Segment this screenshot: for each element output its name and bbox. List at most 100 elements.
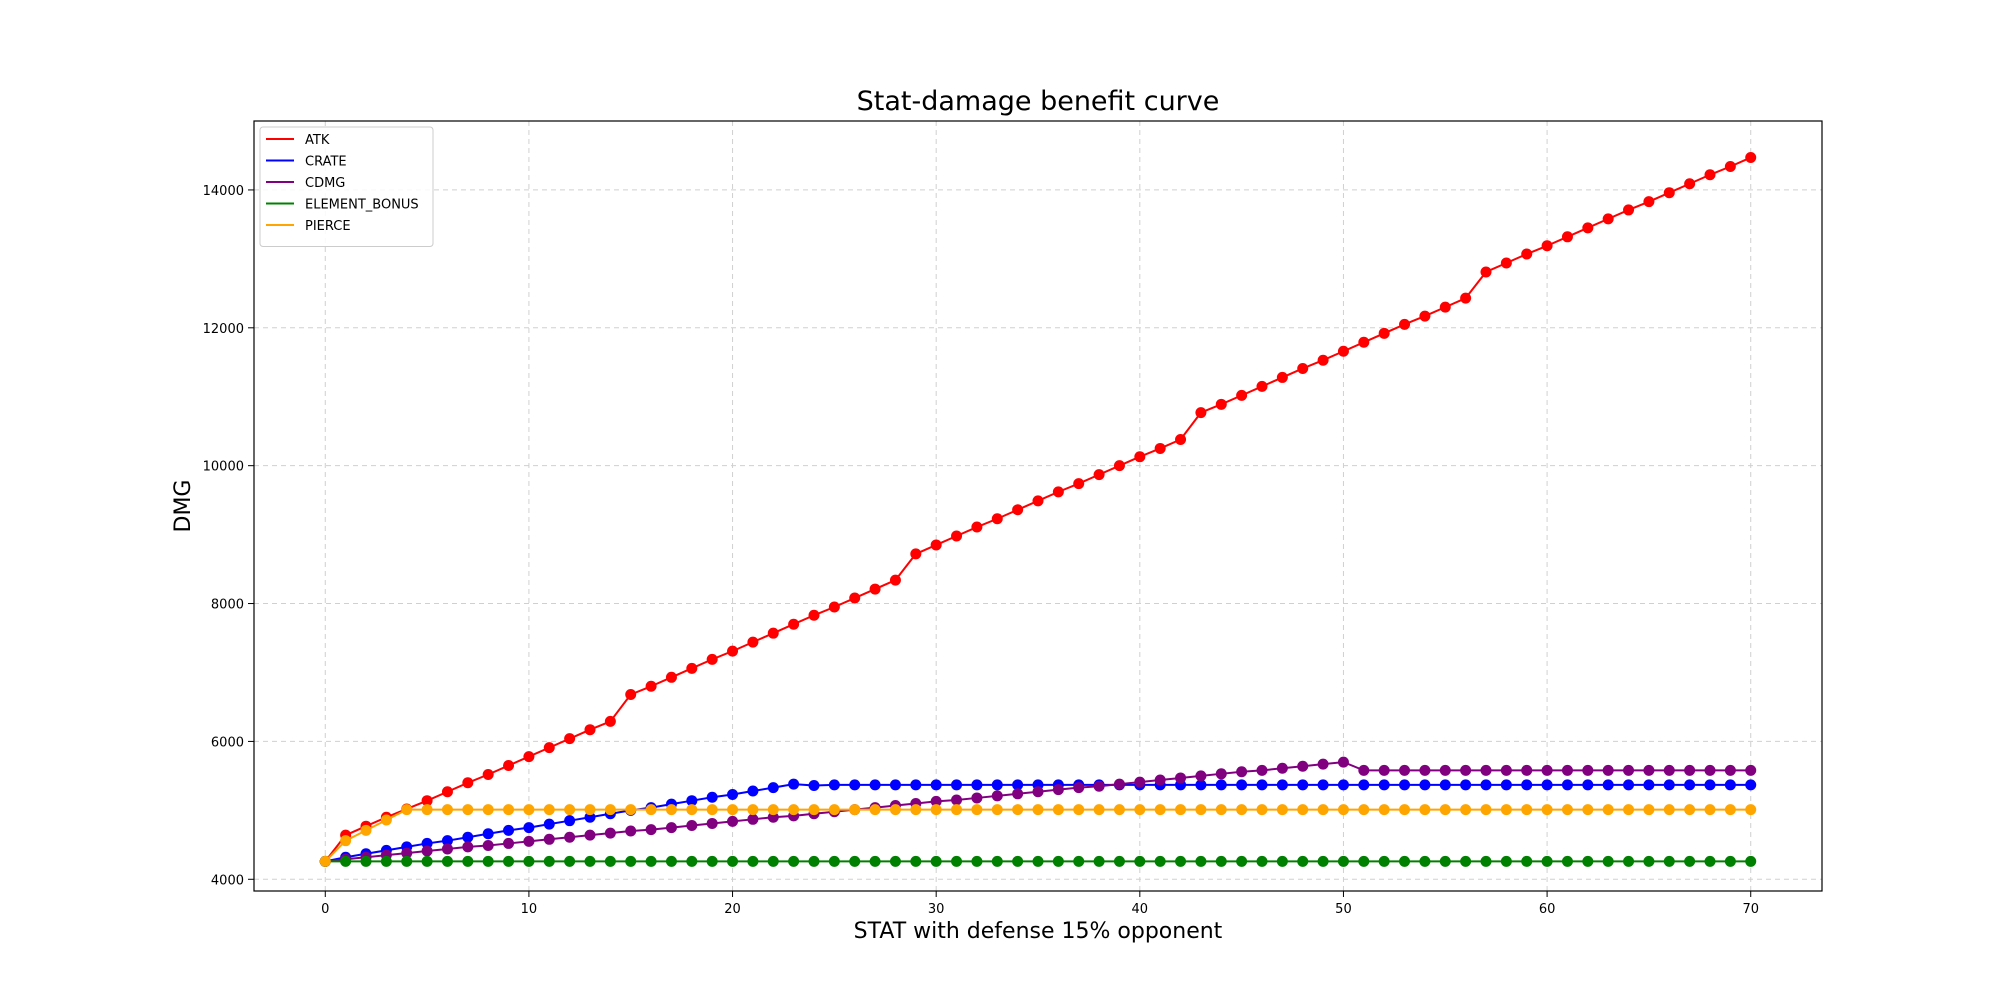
- data-point-element-bonus: [604, 855, 616, 867]
- data-point-cdmg: [1256, 764, 1268, 776]
- data-point-crate: [1602, 779, 1614, 791]
- legend-box: [259, 126, 434, 247]
- data-point-pierce: [991, 804, 1003, 816]
- grid-lines: [254, 121, 1822, 891]
- data-point-element-bonus: [1032, 855, 1044, 867]
- x-axis-label: STAT with defense 15% opponent: [854, 919, 1223, 944]
- data-point-crate: [1460, 779, 1472, 791]
- data-point-element-bonus: [1378, 855, 1390, 867]
- data-point-cdmg: [767, 811, 779, 823]
- data-point-element-bonus: [1073, 855, 1085, 867]
- data-point-cdmg: [462, 841, 474, 853]
- x-tick-label: 70: [1742, 902, 1759, 917]
- data-point-crate: [1012, 779, 1024, 791]
- data-point-cdmg: [1378, 764, 1390, 776]
- data-point-pierce: [401, 804, 413, 816]
- x-tick-label: 60: [1539, 902, 1556, 917]
- data-point-pierce: [462, 804, 474, 816]
- data-point-element-bonus: [1154, 855, 1166, 867]
- data-point-element-bonus: [462, 855, 474, 867]
- data-point-cdmg: [747, 813, 759, 825]
- x-tick-label: 40: [1132, 902, 1149, 917]
- data-point-element-bonus: [1337, 855, 1349, 867]
- data-point-atk: [828, 601, 840, 613]
- data-point-atk: [1460, 292, 1472, 304]
- data-point-atk: [1480, 266, 1492, 278]
- data-point-crate: [849, 779, 861, 791]
- data-point-pierce: [1623, 804, 1635, 816]
- data-point-crate: [1500, 779, 1512, 791]
- data-point-cdmg: [1113, 778, 1125, 790]
- data-point-element-bonus: [441, 855, 453, 867]
- data-point-crate: [930, 779, 942, 791]
- data-point-crate: [1256, 779, 1268, 791]
- data-point-cdmg: [401, 847, 413, 859]
- data-point-pierce: [808, 804, 820, 816]
- data-point-crate: [1215, 779, 1227, 791]
- data-point-pierce: [523, 804, 535, 816]
- data-point-atk: [503, 760, 515, 772]
- data-point-pierce: [1460, 804, 1472, 816]
- data-point-pierce: [889, 804, 901, 816]
- data-point-pierce: [849, 804, 861, 816]
- data-point-element-bonus: [849, 855, 861, 867]
- data-point-atk: [1378, 327, 1390, 339]
- data-point-element-bonus: [747, 855, 759, 867]
- data-point-element-bonus: [808, 855, 820, 867]
- data-point-pierce: [1337, 804, 1349, 816]
- data-point-element-bonus: [1460, 855, 1472, 867]
- data-point-cdmg: [1623, 764, 1635, 776]
- data-point-atk: [1276, 371, 1288, 383]
- data-point-crate: [910, 779, 922, 791]
- data-point-element-bonus: [625, 855, 637, 867]
- data-point-atk: [1175, 433, 1187, 445]
- data-point-pierce: [1602, 804, 1614, 816]
- data-point-atk: [869, 583, 881, 595]
- data-point-pierce: [360, 824, 372, 836]
- data-point-element-bonus: [1317, 855, 1329, 867]
- data-point-pierce: [421, 804, 433, 816]
- legend-label: ELEMENT_BONUS: [305, 198, 419, 213]
- x-axis-ticks: 0 10 20 30 40 50 60 70: [321, 891, 1759, 917]
- data-point-pierce: [441, 804, 453, 816]
- data-point-pierce: [1378, 804, 1390, 816]
- data-point-crate: [1236, 779, 1248, 791]
- data-point-pierce: [482, 804, 494, 816]
- data-point-pierce: [1256, 804, 1268, 816]
- data-point-element-bonus: [1175, 855, 1187, 867]
- data-point-cdmg: [1724, 764, 1736, 776]
- data-point-cdmg: [686, 820, 698, 832]
- data-point-pierce: [1745, 804, 1757, 816]
- data-point-crate: [727, 788, 739, 800]
- data-point-element-bonus: [1541, 855, 1553, 867]
- data-point-pierce: [1582, 804, 1594, 816]
- data-point-cdmg: [1684, 764, 1696, 776]
- data-point-crate: [503, 824, 515, 836]
- data-point-element-bonus: [1480, 855, 1492, 867]
- data-point-atk: [1032, 495, 1044, 507]
- data-point-atk: [971, 521, 983, 533]
- y-tick-label: 14000: [203, 184, 244, 199]
- data-point-crate: [828, 779, 840, 791]
- data-point-cdmg: [1561, 764, 1573, 776]
- data-point-atk: [991, 513, 1003, 525]
- data-point-crate: [1419, 779, 1431, 791]
- data-point-cdmg: [1134, 776, 1146, 788]
- data-point-crate: [1704, 779, 1716, 791]
- data-point-pierce: [910, 804, 922, 816]
- data-point-element-bonus: [1643, 855, 1655, 867]
- data-point-crate: [951, 779, 963, 791]
- data-point-cdmg: [1297, 760, 1309, 772]
- data-point-pierce: [1134, 804, 1146, 816]
- data-point-cdmg: [1399, 764, 1411, 776]
- data-point-element-bonus: [788, 855, 800, 867]
- data-point-atk: [1195, 407, 1207, 419]
- data-point-cdmg: [1500, 764, 1512, 776]
- y-axis-label: DMG: [171, 480, 196, 533]
- data-point-atk: [1297, 362, 1309, 374]
- data-point-cdmg: [706, 817, 718, 829]
- data-point-element-bonus: [1745, 855, 1757, 867]
- data-point-element-bonus: [1561, 855, 1573, 867]
- data-point-element-bonus: [686, 855, 698, 867]
